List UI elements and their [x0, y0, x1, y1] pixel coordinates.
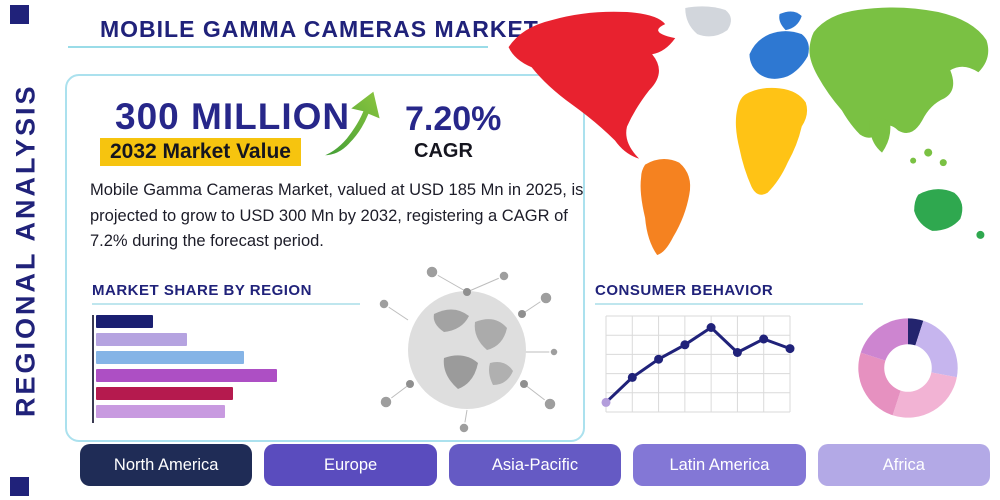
- cagr-value: 7.20%: [405, 100, 502, 138]
- corner-square-bottom: [10, 477, 29, 496]
- regional-share-donut-chart: [854, 314, 962, 422]
- world-map: [495, 2, 1000, 258]
- section-heading-market-share: MARKET SHARE BY REGION: [92, 282, 312, 299]
- region-button-0[interactable]: North America: [80, 444, 253, 486]
- consumer-behavior-rule: [595, 303, 863, 305]
- bar-segment: [96, 333, 187, 346]
- bar-segment: [96, 369, 277, 382]
- bar-segment: [96, 351, 244, 364]
- bar-segment: [96, 315, 153, 328]
- cagr-label: CAGR: [414, 140, 473, 162]
- map-north-america: [508, 11, 676, 159]
- region-button-1[interactable]: Europe: [264, 444, 437, 486]
- bar-segment: [96, 387, 233, 400]
- content-box: [65, 74, 585, 442]
- map-south-america: [640, 159, 691, 255]
- market-value: 300 MILLION: [115, 96, 351, 137]
- bar-segment: [96, 405, 225, 418]
- map-europe: [749, 31, 809, 79]
- globe-network-graphic: [372, 262, 562, 434]
- market-description: Mobile Gamma Cameras Market, valued at U…: [90, 181, 584, 251]
- page-title: MOBILE GAMMA CAMERAS MARKET: [100, 16, 539, 42]
- map-africa: [735, 87, 808, 195]
- side-label: REGIONAL ANALYSIS: [10, 83, 41, 417]
- bar-group: [96, 315, 292, 418]
- market-share-rule: [92, 303, 360, 305]
- map-greenland: [685, 6, 731, 37]
- consumer-behavior-line-chart: [598, 308, 798, 420]
- market-value-caption: 2032 Market Value: [100, 138, 301, 166]
- map-asia: [809, 7, 989, 138]
- market-share-bar-chart: [92, 315, 292, 423]
- growth-arrow-up-icon: [312, 84, 392, 169]
- title-underline: [68, 46, 488, 48]
- region-button-2[interactable]: Asia-Pacific: [448, 444, 622, 486]
- region-button-4[interactable]: Africa: [817, 444, 991, 486]
- region-button-3[interactable]: Latin America: [633, 444, 806, 486]
- section-heading-consumer-behavior: CONSUMER BEHAVIOR: [595, 282, 774, 299]
- map-australia: [914, 189, 963, 231]
- corner-square-top: [10, 5, 29, 24]
- region-buttons-row: North America Europe Asia-Pacific Latin …: [80, 444, 991, 486]
